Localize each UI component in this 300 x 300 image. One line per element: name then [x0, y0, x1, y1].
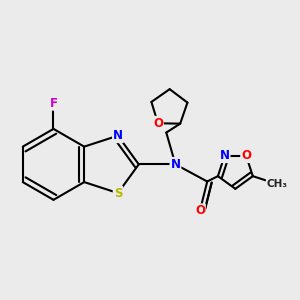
Text: S: S: [114, 187, 122, 200]
Text: O: O: [195, 204, 205, 217]
Text: CH₃: CH₃: [267, 179, 288, 189]
Text: N: N: [170, 158, 180, 171]
Text: O: O: [241, 149, 251, 162]
Text: N: N: [113, 129, 123, 142]
Text: N: N: [220, 149, 230, 162]
Text: F: F: [50, 97, 58, 110]
Text: O: O: [153, 117, 163, 130]
